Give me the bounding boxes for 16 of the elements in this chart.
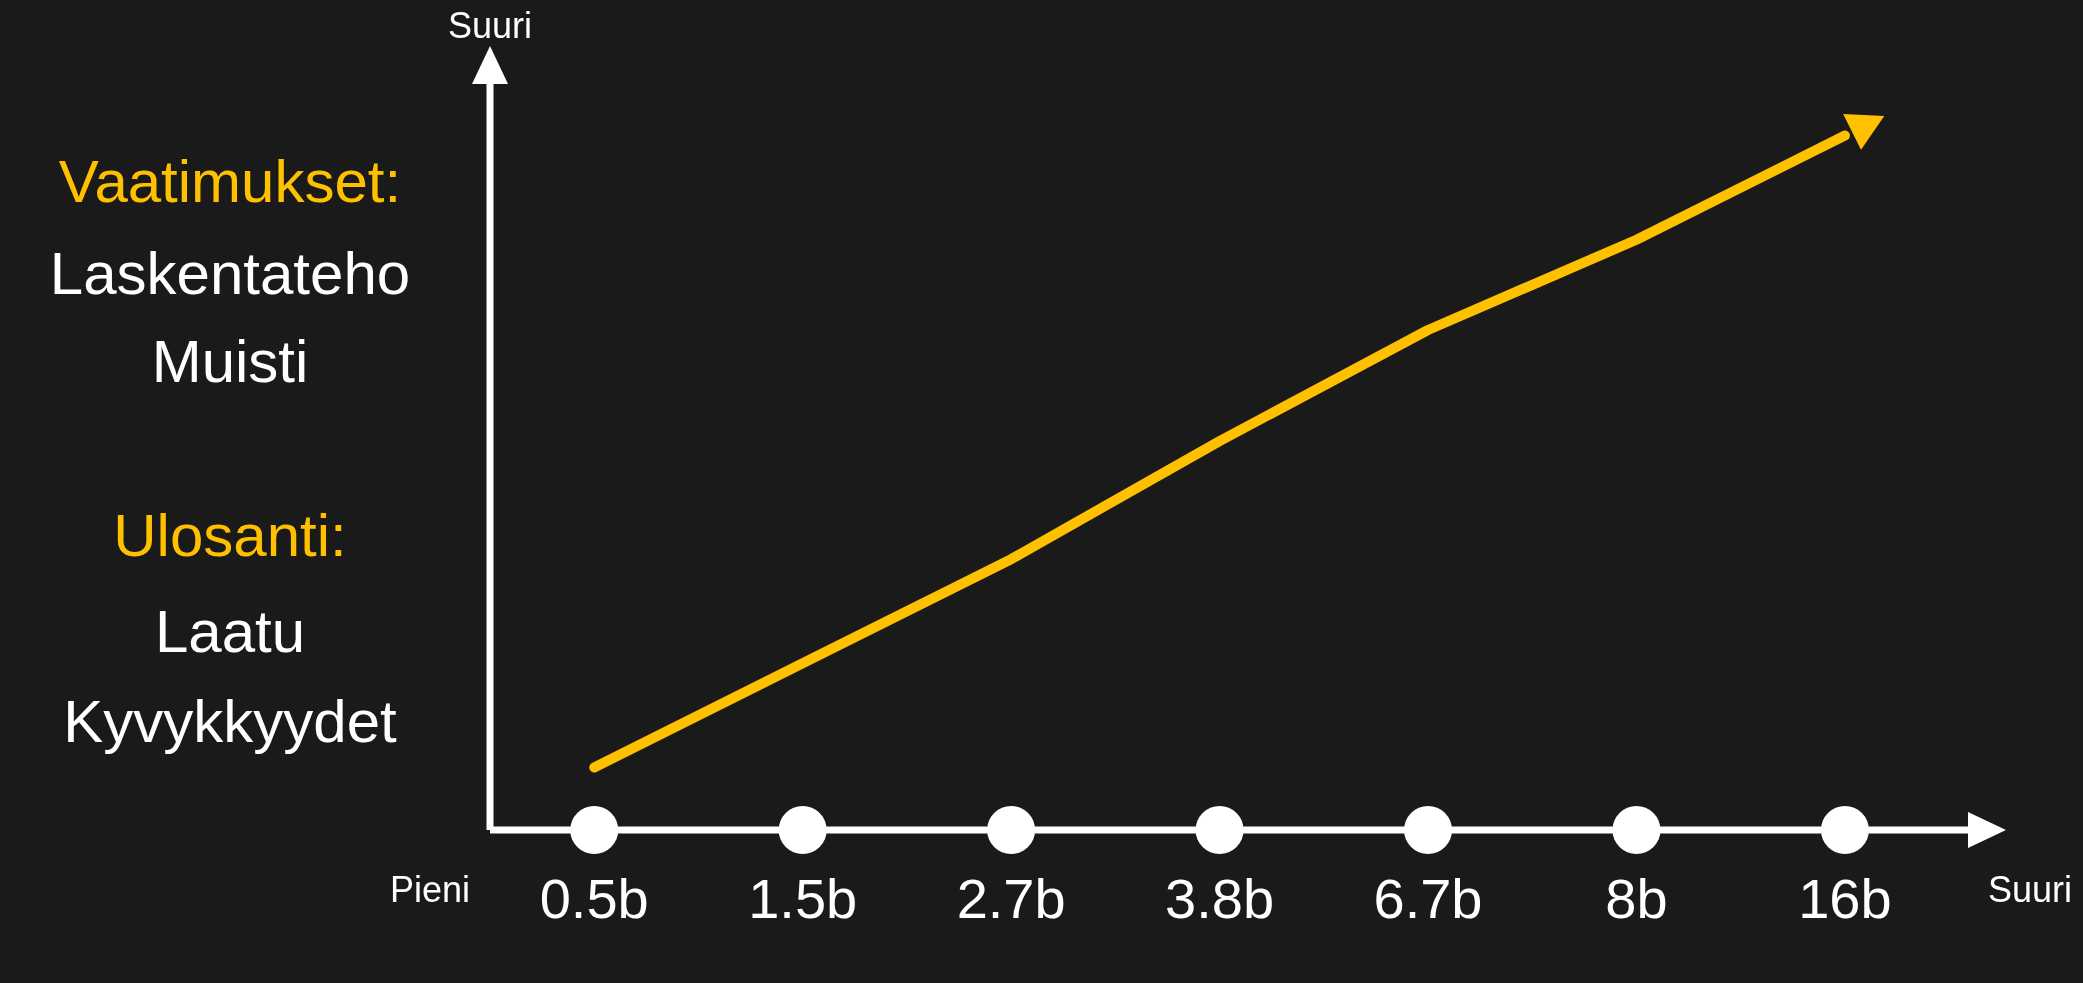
text: Suuri <box>447 4 533 46</box>
x-tick-label: 0.5b <box>539 866 649 930</box>
text: Suuri <box>1987 868 2073 910</box>
text: Pieni <box>389 868 471 910</box>
text: Laskentateho <box>49 239 411 307</box>
x-tick-label: 6.7b <box>1373 866 1483 930</box>
text: Vaatimukset: <box>58 147 402 215</box>
x-tick-label: 1.5b <box>748 866 858 930</box>
text: Kyvykkyydet <box>63 687 398 755</box>
text: Laatu <box>154 597 306 665</box>
x-tick-label: 8b <box>1605 866 1668 930</box>
text: Muisti <box>151 327 309 395</box>
x-tick-label: 3.8b <box>1165 866 1275 930</box>
text: Ulosanti: <box>113 501 347 569</box>
x-tick-label: 16b <box>1798 866 1892 930</box>
x-tick-label: 2.7b <box>956 866 1066 930</box>
